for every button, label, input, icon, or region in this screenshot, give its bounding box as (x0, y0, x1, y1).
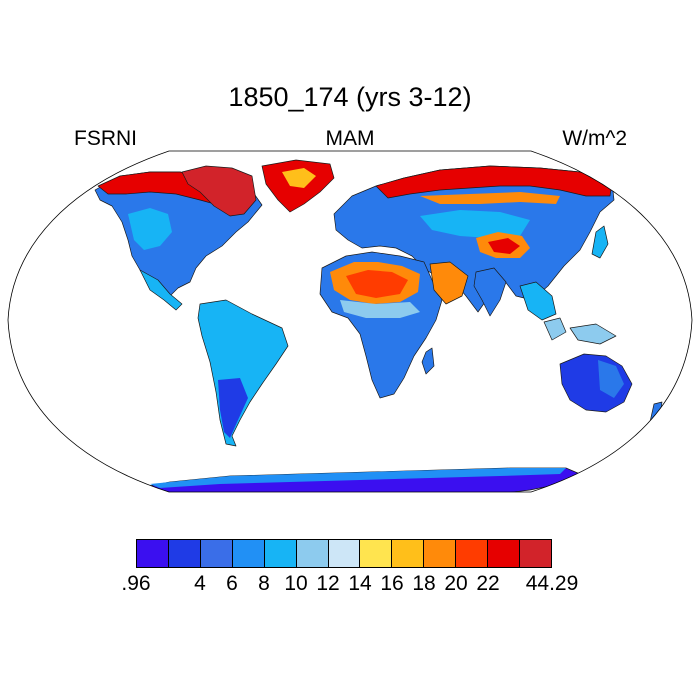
siberia-high-zone (375, 165, 613, 199)
colorbar-box (488, 540, 521, 567)
borneo (543, 317, 567, 341)
colorbar-tick-label: 20 (444, 572, 468, 595)
tibet-core (488, 238, 520, 254)
colorbar-tick-label: 16 (380, 572, 404, 595)
colorbar-ticks: .96 4 6 8 10 12 14 16 18 20 22 44.29 (0, 572, 700, 602)
south-america-south (218, 378, 248, 438)
southeast-asia (519, 281, 557, 321)
colorbar-tick-label: 8 (258, 572, 270, 595)
plot-title: 1850_174 (yrs 3-12) (228, 82, 472, 112)
north-america-interior-light (128, 208, 172, 250)
colorbar-tick-label: 44.29 (525, 572, 579, 595)
colorbar-box (168, 540, 201, 567)
sahara-core (346, 270, 408, 298)
variable-label: FSRNI (74, 127, 137, 150)
colorbar-tick-label: 22 (476, 572, 500, 595)
new-guinea (569, 323, 617, 345)
season-label: MAM (325, 127, 375, 150)
colorbar-box (328, 540, 361, 567)
colorbar-tick-label: 14 (348, 572, 372, 595)
colorbar-tick-label: 4 (194, 572, 206, 595)
colorbar-tick-label: 10 (284, 572, 308, 595)
colorbar-box (264, 540, 297, 567)
colorbar-box (137, 540, 169, 567)
mexico-region (139, 269, 183, 311)
madagascar (421, 347, 435, 375)
colorbar-tick-label: .96 (121, 572, 151, 595)
greenland-interior (282, 168, 316, 188)
antarctica-coast (150, 468, 566, 488)
japan (591, 225, 609, 259)
arabian-peninsula (429, 261, 469, 305)
colorbar-box (232, 540, 265, 567)
colorbar-box (520, 540, 551, 567)
colorbar-box (296, 540, 329, 567)
sahel-light (340, 300, 420, 318)
australia-east (598, 360, 624, 398)
map-outline (7, 150, 693, 493)
colorbar-tick-label: 12 (316, 572, 340, 595)
colorbar-box (392, 540, 425, 567)
colorbar-box (360, 540, 393, 567)
canada-arctic-islands (181, 165, 257, 217)
units-label: W/m^2 (562, 127, 627, 150)
india (473, 267, 507, 317)
siberia-orange-band (420, 192, 560, 204)
colorbar-tick-label: 6 (226, 572, 238, 595)
colorbar (136, 539, 552, 568)
colorbar-box (424, 540, 457, 567)
colorbar-box (200, 540, 233, 567)
central-asia-light (420, 210, 530, 238)
colorbar-box (456, 540, 489, 567)
colorbar-tick-label: 18 (412, 572, 436, 595)
